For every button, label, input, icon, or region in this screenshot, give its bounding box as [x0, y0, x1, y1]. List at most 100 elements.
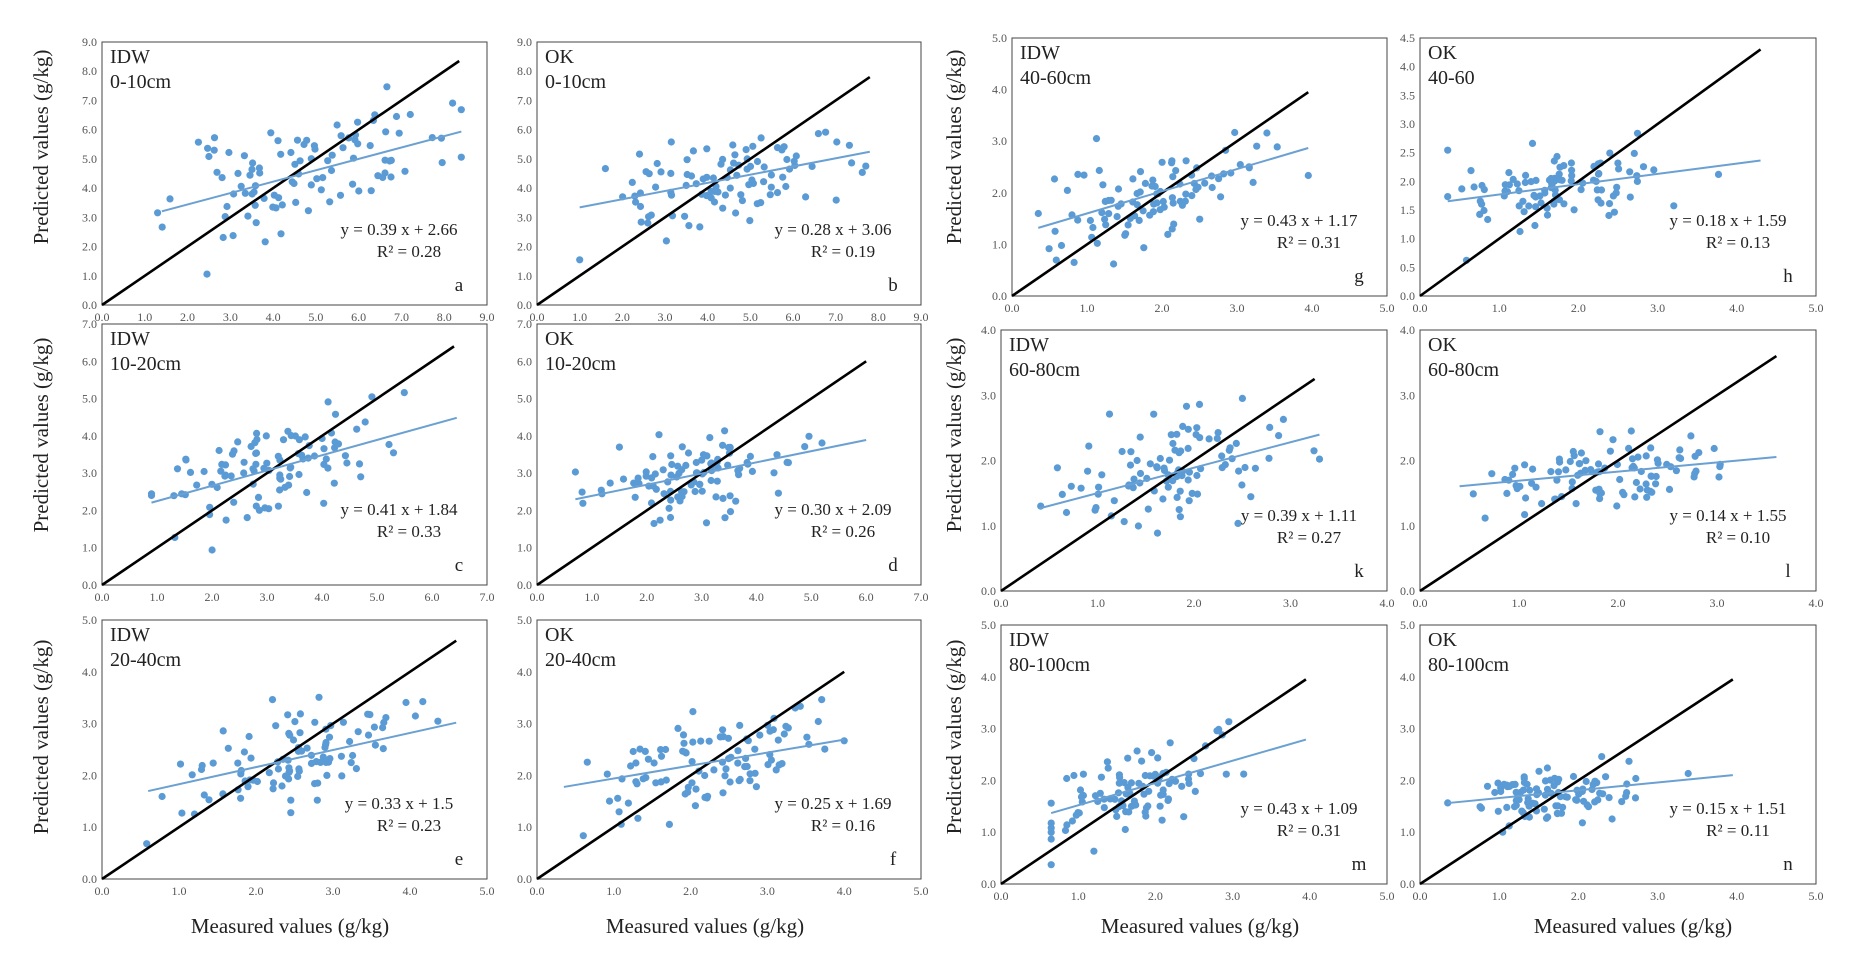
data-point — [1068, 817, 1076, 825]
y-tick-label: 2.0 — [517, 503, 532, 517]
y-tick-label: 1.0 — [1400, 825, 1415, 839]
y-tick-label: 1.0 — [1400, 232, 1415, 246]
x-tick-label: 4.0 — [1729, 889, 1744, 903]
data-points — [1034, 128, 1312, 268]
y-tick-label: 3.0 — [82, 717, 97, 731]
data-point — [1538, 500, 1546, 508]
x-tick-label: 2.0 — [1571, 301, 1586, 315]
data-point — [1529, 465, 1537, 473]
data-point — [691, 802, 700, 810]
data-point — [1253, 142, 1261, 150]
data-point — [642, 168, 650, 176]
data-point — [780, 143, 788, 151]
data-point — [579, 499, 587, 507]
x-tick-label: 3.0 — [1650, 889, 1665, 903]
y-tick-label: 0.5 — [1400, 260, 1415, 274]
data-point — [1079, 770, 1087, 778]
method-label: IDW — [110, 328, 150, 350]
data-points — [1444, 753, 1692, 836]
data-point — [367, 187, 375, 195]
y-tick-label: 3.0 — [82, 466, 97, 480]
data-point — [1249, 178, 1257, 186]
data-point — [1522, 494, 1530, 502]
y-axis-title-row1-right: Predicted values (g/kg) — [942, 50, 966, 245]
y-tick-label: 4.5 — [1400, 31, 1415, 45]
y-tick-label: 0.0 — [82, 872, 97, 886]
data-point — [307, 181, 315, 189]
data-point — [756, 731, 764, 739]
x-axis-title-left: Measured values (g/kg) — [191, 914, 389, 938]
data-point — [1521, 510, 1529, 519]
data-point — [742, 146, 750, 154]
data-point — [748, 467, 757, 475]
data-point — [1193, 424, 1201, 432]
x-tick-label: 2.0 — [615, 310, 630, 324]
data-point — [1476, 803, 1484, 811]
y-tick-label: 1.0 — [82, 541, 97, 555]
data-point — [1279, 415, 1287, 423]
data-point — [382, 128, 390, 136]
data-point — [387, 173, 395, 181]
data-point — [1177, 447, 1185, 455]
data-point — [1643, 493, 1651, 501]
data-point — [1098, 209, 1106, 217]
y-tick-label: 5.0 — [82, 613, 97, 627]
data-point — [1562, 466, 1570, 474]
data-point — [349, 180, 357, 188]
y-tick-label: 7.0 — [517, 93, 532, 107]
data-point — [639, 775, 647, 783]
y-tick-label: 2.0 — [981, 773, 996, 787]
data-point — [267, 129, 275, 137]
data-point — [773, 451, 781, 459]
regression-equation: y = 0.14 x + 1.55 — [1670, 506, 1787, 525]
data-point — [1626, 193, 1634, 201]
y-tick-label: 2.0 — [517, 240, 532, 254]
data-point — [705, 737, 713, 745]
y-axis-title-row2: Predicted values (g/kg) — [29, 338, 53, 533]
data-point — [379, 745, 387, 753]
data-point — [222, 516, 230, 524]
data-point — [689, 738, 697, 746]
data-point — [1169, 173, 1177, 181]
data-point — [713, 477, 721, 485]
method-label: IDW — [1009, 334, 1049, 356]
data-point — [833, 138, 841, 146]
y-tick-label: 3.0 — [1400, 722, 1415, 736]
data-point — [1124, 221, 1132, 229]
data-point — [210, 146, 218, 154]
data-point — [1677, 454, 1685, 463]
data-point — [300, 140, 308, 149]
data-point — [288, 178, 296, 186]
data-point — [265, 769, 273, 777]
x-tick-label: 4.0 — [700, 310, 715, 324]
x-tick-label: 3.0 — [223, 310, 238, 324]
x-tick-label: 1.0 — [150, 590, 165, 604]
data-point — [274, 765, 282, 773]
data-point — [1527, 178, 1535, 186]
data-point — [753, 157, 762, 166]
y-tick-label: 2.0 — [82, 768, 97, 782]
y-tick-label: 4.0 — [82, 429, 97, 443]
data-point — [660, 490, 668, 498]
regression-equation: y = 0.30 x + 2.09 — [775, 500, 892, 519]
data-point — [248, 165, 256, 173]
data-point — [1444, 146, 1452, 154]
data-point — [193, 481, 201, 489]
x-tick-label: 1.0 — [1071, 889, 1086, 903]
trend-line — [151, 416, 458, 504]
data-point — [1605, 211, 1613, 220]
method-label: IDW — [1020, 42, 1060, 64]
y-tick-label: 0.0 — [517, 872, 532, 886]
depth-label: 60-80cm — [1428, 359, 1500, 381]
y-tick-label: 1.0 — [981, 825, 996, 839]
data-point — [1201, 179, 1209, 187]
data-point — [1614, 159, 1622, 167]
x-tick-label: 4.0 — [1809, 596, 1824, 610]
y-tick-label: 1.0 — [992, 237, 1007, 251]
y-tick-label: 3.0 — [517, 210, 532, 224]
data-point — [1215, 725, 1223, 734]
data-point — [642, 472, 650, 480]
data-point — [320, 445, 328, 453]
data-point — [1103, 758, 1111, 766]
data-point — [1628, 455, 1637, 463]
